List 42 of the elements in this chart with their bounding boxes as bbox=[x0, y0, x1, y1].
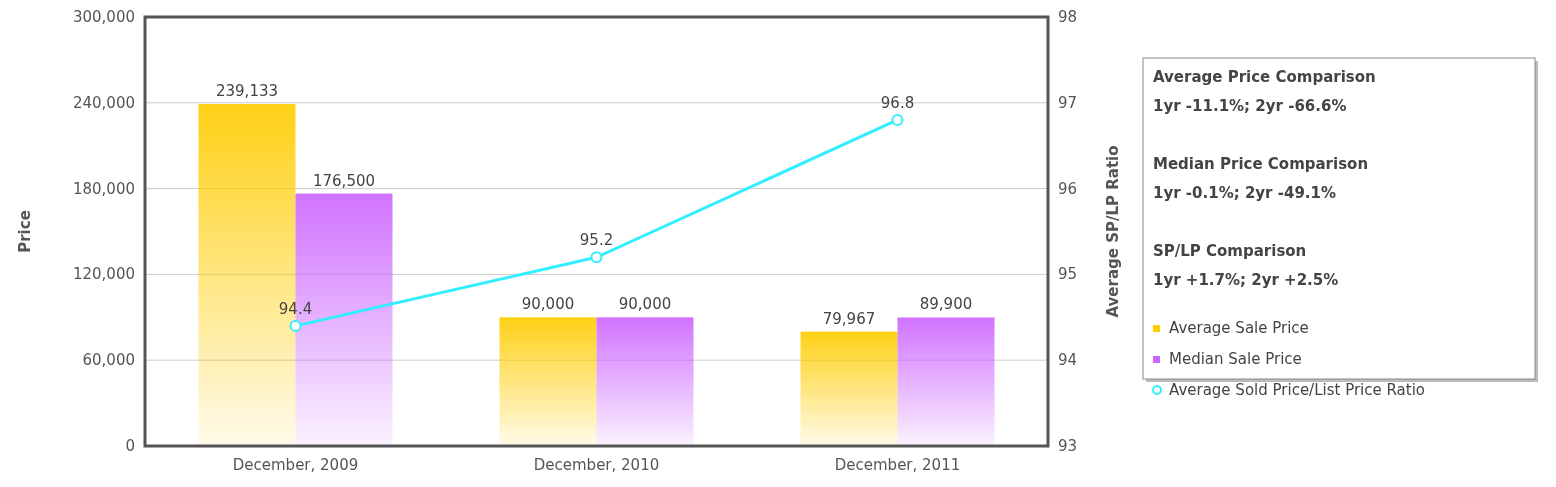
data-label: 95.2 bbox=[579, 231, 614, 250]
y-tick-label: 0 bbox=[125, 437, 135, 455]
y-tick-label: 120,000 bbox=[72, 265, 135, 284]
y2-tick-label: 97 bbox=[1058, 93, 1078, 112]
data-label: 79,967 bbox=[822, 309, 876, 328]
y-tick-label: 300,000 bbox=[72, 8, 135, 26]
bar bbox=[499, 317, 597, 446]
y2-axis-title: Average SP/LP Ratio bbox=[1104, 145, 1122, 318]
y-axis-title: Price bbox=[16, 210, 34, 253]
bar bbox=[596, 317, 694, 446]
text: Average Price Comparison bbox=[1153, 68, 1376, 86]
y2-tick-label: 93 bbox=[1058, 437, 1078, 455]
x-tick-label: December, 2009 bbox=[232, 456, 359, 474]
x-tick-label: December, 2011 bbox=[834, 456, 961, 474]
y2-tick-label: 98 bbox=[1058, 8, 1078, 26]
data-label: 90,000 bbox=[521, 295, 575, 314]
point bbox=[590, 251, 603, 264]
legend-label: Median Sale Price bbox=[1169, 350, 1302, 368]
y-tick-label: 240,000 bbox=[72, 93, 135, 112]
x-tick-label: December, 2010 bbox=[533, 456, 660, 474]
y2-tick-label: 94 bbox=[1058, 351, 1078, 370]
y-tick-label: 180,000 bbox=[72, 179, 135, 198]
y2-tick-label: 96 bbox=[1058, 179, 1078, 198]
data-label: 239,133 bbox=[215, 82, 279, 101]
text: 1yr +1.7%; 2yr +2.5% bbox=[1153, 271, 1339, 289]
data-label: 96.8 bbox=[880, 93, 915, 112]
legend-label: Average Sale Price bbox=[1169, 319, 1309, 337]
y2-tick-label: 95 bbox=[1058, 265, 1078, 284]
data-label: 176,500 bbox=[312, 171, 376, 190]
legend-label: Average Sold Price/List Price Ratio bbox=[1169, 381, 1426, 399]
point bbox=[289, 319, 302, 332]
text: SP/LP Comparison bbox=[1153, 242, 1307, 260]
data-label: 90,000 bbox=[618, 295, 672, 314]
y-tick-label: 60,000 bbox=[82, 351, 135, 370]
text: 1yr -0.1%; 2yr -49.1% bbox=[1153, 184, 1336, 202]
text: Median Price Comparison bbox=[1153, 155, 1369, 173]
bar bbox=[897, 317, 995, 446]
point bbox=[891, 113, 904, 126]
data-label: 94.4 bbox=[278, 299, 313, 318]
text: 1yr -11.1%; 2yr -66.6% bbox=[1153, 97, 1347, 115]
data-label: 89,900 bbox=[919, 295, 973, 314]
bar bbox=[800, 331, 898, 446]
